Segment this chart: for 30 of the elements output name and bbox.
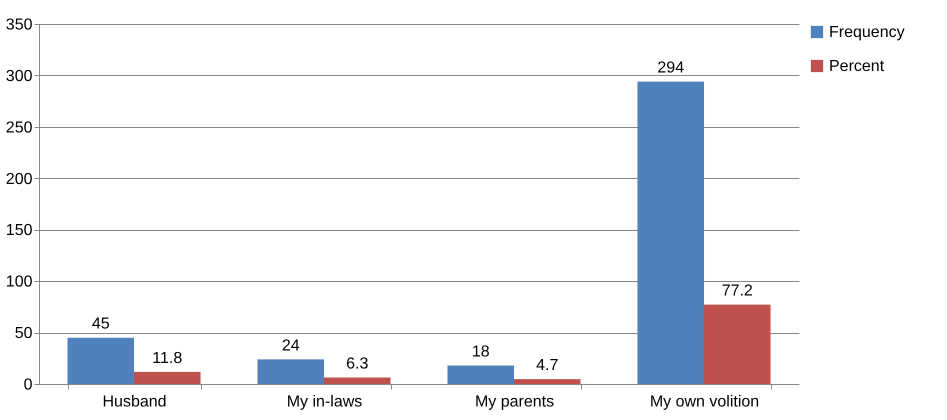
- y-tick-label: 0: [24, 376, 33, 394]
- x-tick-label: Husband: [102, 394, 167, 410]
- y-tick-label: 250: [6, 119, 33, 136]
- bar: [638, 82, 704, 384]
- bar: [68, 338, 134, 384]
- y-tick-label: 200: [6, 170, 33, 188]
- bar: [324, 378, 390, 384]
- data-label: 24: [282, 337, 300, 354]
- data-label: 18: [472, 343, 490, 360]
- y-tick-label: 100: [6, 274, 33, 291]
- x-tick-label: My in-laws: [286, 394, 362, 410]
- y-tick-label: 50: [14, 325, 33, 342]
- bar: [258, 359, 324, 384]
- x-tick-label: My parents: [474, 394, 554, 410]
- data-label: 4.7: [536, 357, 558, 374]
- bar: [134, 372, 200, 384]
- data-label: 77.2: [722, 282, 753, 300]
- legend-label: Percent: [829, 58, 885, 75]
- data-label: 6.3: [346, 356, 368, 373]
- legend-label: Frequency: [829, 24, 905, 41]
- data-label: 294: [657, 60, 684, 77]
- y-tick-label: 350: [6, 16, 33, 34]
- y-tick-label: 300: [6, 68, 33, 85]
- data-label: 11.8: [152, 350, 182, 367]
- bar: [704, 304, 770, 384]
- data-label: 45: [92, 316, 110, 333]
- bar: [514, 379, 580, 384]
- y-tick-label: 150: [6, 222, 33, 240]
- x-tick-label: My own volition: [650, 394, 760, 410]
- bar: [448, 365, 514, 384]
